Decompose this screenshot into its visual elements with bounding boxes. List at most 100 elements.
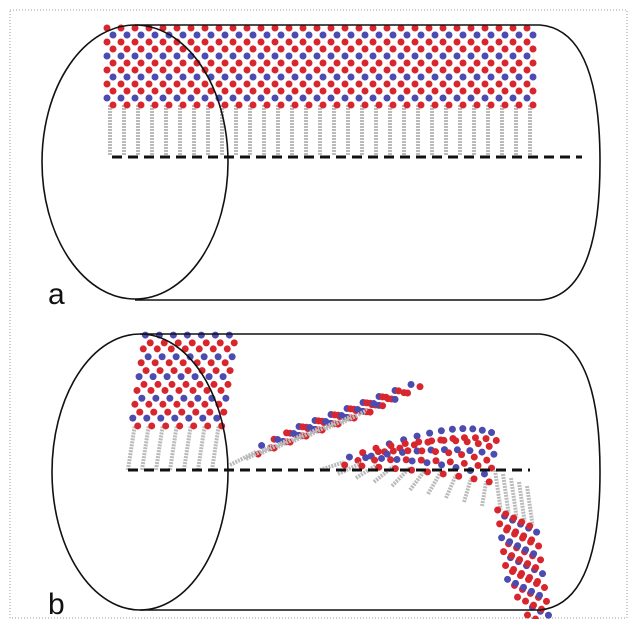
atom xyxy=(173,400,181,408)
atom xyxy=(176,422,184,430)
atom xyxy=(215,80,223,88)
atom xyxy=(175,386,183,394)
atom xyxy=(515,31,523,39)
atom xyxy=(285,66,293,74)
atom xyxy=(361,59,369,67)
atom xyxy=(445,31,453,39)
atom xyxy=(103,80,111,88)
atom xyxy=(501,59,509,67)
atom xyxy=(431,31,439,39)
atom xyxy=(221,45,229,53)
atom xyxy=(257,24,265,32)
atom xyxy=(291,101,299,109)
atom xyxy=(221,87,229,95)
atom xyxy=(156,367,164,375)
atom xyxy=(137,59,145,67)
atom xyxy=(371,456,379,464)
atom xyxy=(466,447,474,455)
atom xyxy=(417,31,425,39)
atom xyxy=(453,52,461,60)
atom xyxy=(187,66,195,74)
atom xyxy=(178,408,186,416)
atom xyxy=(229,52,237,60)
atom xyxy=(341,461,349,469)
atom xyxy=(495,24,503,32)
atom xyxy=(159,94,167,102)
tail xyxy=(309,419,338,437)
atom xyxy=(495,80,503,88)
atom xyxy=(228,353,236,361)
atom xyxy=(397,38,405,46)
atom xyxy=(514,542,522,550)
atom xyxy=(509,52,517,60)
atom xyxy=(165,45,173,53)
atom xyxy=(439,80,447,88)
atom xyxy=(229,94,237,102)
atom xyxy=(347,31,355,39)
atom xyxy=(501,45,509,53)
atom xyxy=(221,59,229,67)
atom xyxy=(165,73,173,81)
tail xyxy=(182,425,193,471)
atom xyxy=(263,31,271,39)
atom xyxy=(271,24,279,32)
atom xyxy=(361,87,369,95)
atom xyxy=(327,38,335,46)
atom xyxy=(146,339,154,347)
atom xyxy=(313,52,321,60)
atom xyxy=(285,80,293,88)
atom xyxy=(165,101,173,109)
atom xyxy=(417,456,425,464)
molecules xyxy=(103,24,552,619)
atom xyxy=(109,45,117,53)
atom xyxy=(333,73,341,81)
tail xyxy=(293,425,322,443)
atom xyxy=(135,373,143,381)
atom xyxy=(459,101,467,109)
atom xyxy=(514,593,522,601)
atom xyxy=(504,575,512,583)
atom xyxy=(459,59,467,67)
atom xyxy=(129,414,137,422)
atom xyxy=(201,400,209,408)
atom xyxy=(426,429,434,437)
atom xyxy=(522,546,530,554)
atom xyxy=(534,577,542,585)
atom xyxy=(271,94,279,102)
atom xyxy=(179,87,187,95)
atom xyxy=(221,73,229,81)
atom xyxy=(313,66,321,74)
atom xyxy=(190,422,198,430)
atom xyxy=(313,94,321,102)
atom xyxy=(407,380,415,388)
atom xyxy=(159,400,167,408)
atom xyxy=(145,38,153,46)
atom xyxy=(193,101,201,109)
atom xyxy=(226,367,234,375)
atom xyxy=(413,432,421,440)
tail xyxy=(229,449,258,467)
atom xyxy=(418,447,426,455)
atom xyxy=(529,45,537,53)
atom xyxy=(473,73,481,81)
atom xyxy=(229,66,237,74)
atom xyxy=(411,94,419,102)
atom xyxy=(117,80,125,88)
atom xyxy=(453,66,461,74)
atom xyxy=(404,447,412,455)
atom xyxy=(437,427,445,435)
atom xyxy=(481,80,489,88)
atom xyxy=(249,73,257,81)
atom xyxy=(151,45,159,53)
cylinder-a xyxy=(41,24,601,301)
atom xyxy=(191,373,199,381)
atom xyxy=(487,59,495,67)
tail xyxy=(493,469,503,510)
atom xyxy=(192,408,200,416)
atom xyxy=(530,601,538,609)
atom xyxy=(131,38,139,46)
atom xyxy=(319,101,327,109)
atom xyxy=(285,94,293,102)
atom xyxy=(123,31,131,39)
atom xyxy=(160,339,168,347)
